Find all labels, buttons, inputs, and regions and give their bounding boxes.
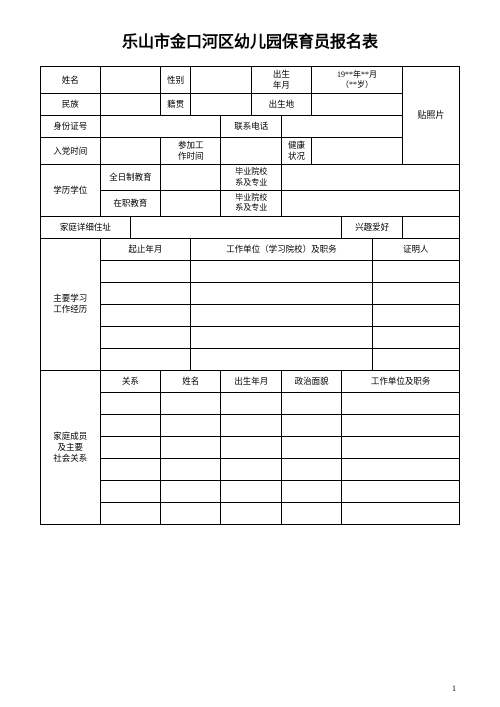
table-cell[interactable] (100, 282, 191, 304)
field-worktime[interactable] (221, 138, 281, 165)
table-cell[interactable] (281, 392, 341, 414)
label-fam-unit: 工作单位及职务 (342, 370, 460, 392)
field-grad1[interactable] (281, 165, 459, 191)
table-cell[interactable] (100, 260, 191, 282)
label-family: 家庭成员 及主要 社会关系 (41, 370, 101, 524)
table-cell[interactable] (100, 348, 191, 370)
label-fam-birth: 出生年月 (221, 370, 281, 392)
field-grad2[interactable] (281, 190, 459, 216)
label-party: 入党时间 (41, 138, 101, 165)
table-cell[interactable] (281, 502, 341, 524)
table-cell[interactable] (100, 414, 160, 436)
label-exp-witness: 证明人 (372, 238, 459, 260)
table-cell[interactable] (372, 260, 459, 282)
label-hobby: 兴趣爱好 (342, 216, 402, 238)
table-cell[interactable] (191, 282, 372, 304)
label-exp-period: 起止年月 (100, 238, 191, 260)
photo-box[interactable]: 贴照片 (402, 67, 459, 165)
label-fam-rel: 关系 (100, 370, 160, 392)
table-cell[interactable] (100, 304, 191, 326)
table-cell[interactable] (342, 392, 460, 414)
table-cell[interactable] (100, 392, 160, 414)
label-worktime: 参加工 作时间 (161, 138, 221, 165)
label-id: 身份证号 (41, 116, 101, 138)
table-cell[interactable] (281, 414, 341, 436)
label-gender: 性别 (161, 67, 191, 94)
table-cell[interactable] (191, 260, 372, 282)
table-cell[interactable] (342, 502, 460, 524)
table-cell[interactable] (281, 480, 341, 502)
field-gender[interactable] (191, 67, 251, 94)
table-cell[interactable] (221, 502, 281, 524)
field-onjob[interactable] (161, 190, 221, 216)
label-onjob: 在职教育 (100, 190, 160, 216)
field-fulltime[interactable] (161, 165, 221, 191)
table-cell[interactable] (100, 436, 160, 458)
table-cell[interactable] (191, 326, 372, 348)
table-cell[interactable] (100, 502, 160, 524)
field-name[interactable] (100, 67, 160, 94)
table-cell[interactable] (372, 282, 459, 304)
table-cell[interactable] (342, 436, 460, 458)
field-address[interactable] (130, 216, 342, 238)
label-fam-name: 姓名 (161, 370, 221, 392)
table-cell[interactable] (191, 348, 372, 370)
table-cell[interactable] (191, 304, 372, 326)
table-cell[interactable] (100, 326, 191, 348)
label-native: 籍贯 (161, 94, 191, 116)
field-health[interactable] (312, 138, 403, 165)
table-cell[interactable] (342, 480, 460, 502)
table-cell[interactable] (281, 436, 341, 458)
label-health: 健康 状况 (281, 138, 311, 165)
table-cell[interactable] (342, 414, 460, 436)
table-cell[interactable] (100, 480, 160, 502)
field-hobby[interactable] (402, 216, 459, 238)
table-cell[interactable] (161, 414, 221, 436)
page-number: 1 (452, 684, 456, 693)
label-exp-unit: 工作单位（学习院校）及职务 (191, 238, 372, 260)
label-grad2: 毕业院校 系及专业 (221, 190, 281, 216)
table-cell[interactable] (372, 326, 459, 348)
table-cell[interactable] (100, 458, 160, 480)
label-ethnic: 民族 (41, 94, 101, 116)
table-cell[interactable] (342, 458, 460, 480)
field-birth: 19**年**月 （**岁） (312, 67, 403, 94)
label-fam-pol: 政治面貌 (281, 370, 341, 392)
field-ethnic[interactable] (100, 94, 160, 116)
table-cell[interactable] (161, 392, 221, 414)
label-birthplace: 出生地 (251, 94, 311, 116)
label-birth: 出生 年月 (251, 67, 311, 94)
field-party[interactable] (100, 138, 160, 165)
label-address: 家庭详细住址 (41, 216, 131, 238)
label-phone: 联系电话 (221, 116, 281, 138)
page-title: 乐山市金口河区幼儿园保育员报名表 (40, 28, 460, 52)
table-cell[interactable] (221, 436, 281, 458)
table-cell[interactable] (161, 480, 221, 502)
label-exp: 主要学习 工作经历 (41, 238, 101, 370)
table-cell[interactable] (221, 480, 281, 502)
table-cell[interactable] (281, 458, 341, 480)
table-cell[interactable] (221, 392, 281, 414)
table-cell[interactable] (372, 348, 459, 370)
field-phone[interactable] (281, 116, 402, 138)
table-cell[interactable] (161, 436, 221, 458)
label-fulltime: 全日制教育 (100, 165, 160, 191)
table-cell[interactable] (161, 502, 221, 524)
table-cell[interactable] (372, 304, 459, 326)
label-grad1: 毕业院校 系及专业 (221, 165, 281, 191)
label-edu: 学历学位 (41, 165, 101, 217)
form-table: 姓名 性别 出生 年月 19**年**月 （**岁） 贴照片 民族 籍贯 出生地… (40, 66, 460, 525)
label-name: 姓名 (41, 67, 101, 94)
field-native[interactable] (191, 94, 251, 116)
table-cell[interactable] (221, 458, 281, 480)
field-birthplace[interactable] (312, 94, 403, 116)
table-cell[interactable] (161, 458, 221, 480)
field-id[interactable] (100, 116, 221, 138)
table-cell[interactable] (221, 414, 281, 436)
